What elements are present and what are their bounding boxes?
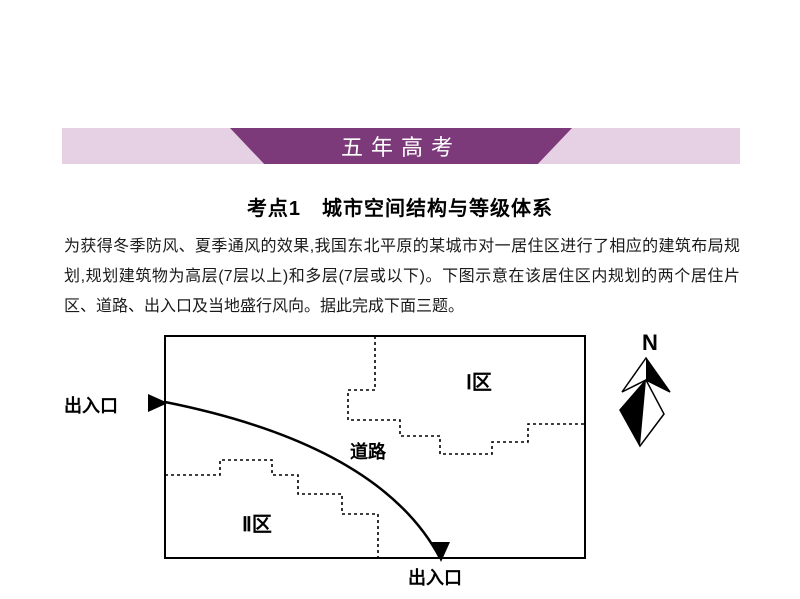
banner-tab: 五年高考 [230, 128, 572, 164]
compass-n-label: N [642, 330, 658, 356]
question-paragraph: 为获得冬季防风、夏季通风的效果,我国东北平原的某城市对一居住区进行了相应的建筑布… [64, 232, 740, 322]
diagram-svg [60, 330, 740, 590]
page-root: 五年高考 考点1 城市空间结构与等级体系 为获得冬季防风、夏季通风的效果,我国东… [0, 0, 800, 599]
zone-1-outline [348, 336, 585, 454]
section-subtitle: 考点1 城市空间结构与等级体系 [0, 192, 800, 221]
banner: 五年高考 [62, 128, 740, 164]
compass-icon [620, 358, 670, 446]
road-label: 道路 [350, 438, 386, 464]
zone-1-label: Ⅰ区 [466, 366, 492, 395]
entrance-left-label: 出入口 [64, 392, 118, 418]
road-curve [165, 402, 440, 558]
diagram-container: 出入口 道路 Ⅰ区 Ⅱ区 出入口 N [60, 330, 740, 590]
zone-2-label: Ⅱ区 [242, 508, 272, 537]
entrance-bottom-label: 出入口 [408, 564, 462, 590]
banner-title: 五年高考 [341, 130, 461, 162]
